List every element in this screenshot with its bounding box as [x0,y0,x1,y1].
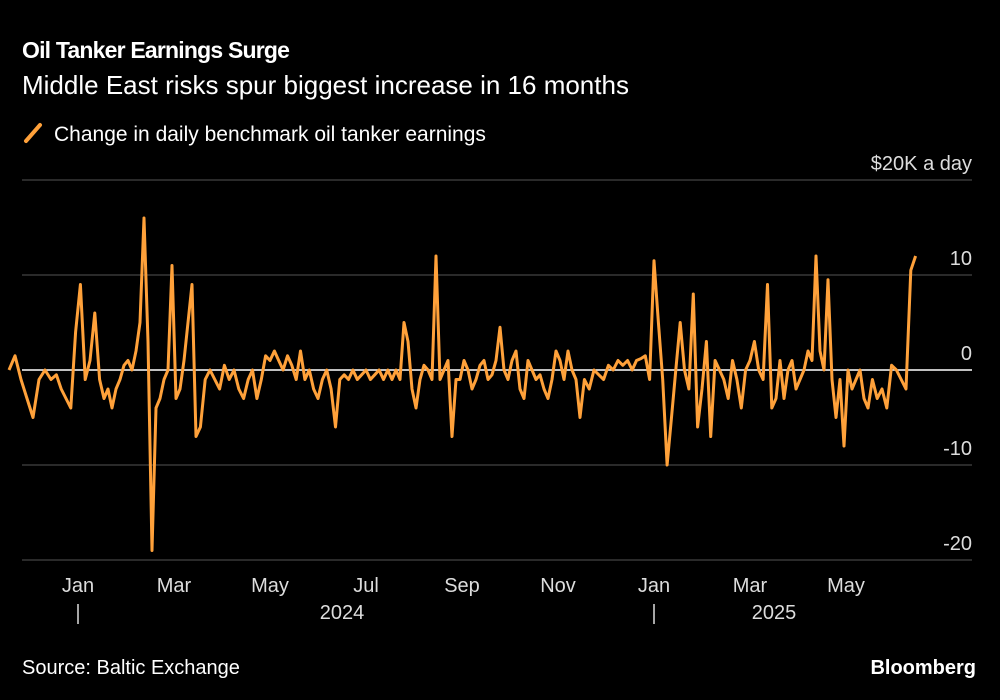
x-tick-label: Jan [638,575,670,597]
data-line [7,216,918,552]
chart-title: Oil Tanker Earnings Surge [22,37,289,63]
year-label: 2025 [752,602,797,624]
year-label: 2024 [320,602,365,624]
y-tick-label: $20K a day [871,153,972,175]
x-tick-label: Jul [353,575,379,597]
chart-subtitle: Middle East risks spur biggest increase … [22,70,629,100]
legend-label: Change in daily benchmark oil tanker ear… [54,123,486,146]
x-tick-label: Mar [733,575,768,597]
legend-swatch [24,123,42,143]
x-tick-label: May [251,575,289,597]
y-tick-label: 10 [950,248,972,270]
source: Source: Baltic Exchange [22,657,240,679]
y-tick-label: -20 [943,533,972,555]
x-tick-label: May [827,575,865,597]
y-tick-label: 0 [961,343,972,365]
x-tick-label: Mar [157,575,192,597]
x-tick-label: Sep [444,575,480,597]
brand: Bloomberg [870,657,976,679]
y-tick-label: -10 [943,438,972,460]
x-tick-label: Nov [540,575,576,597]
x-tick-label: Jan [62,575,94,597]
